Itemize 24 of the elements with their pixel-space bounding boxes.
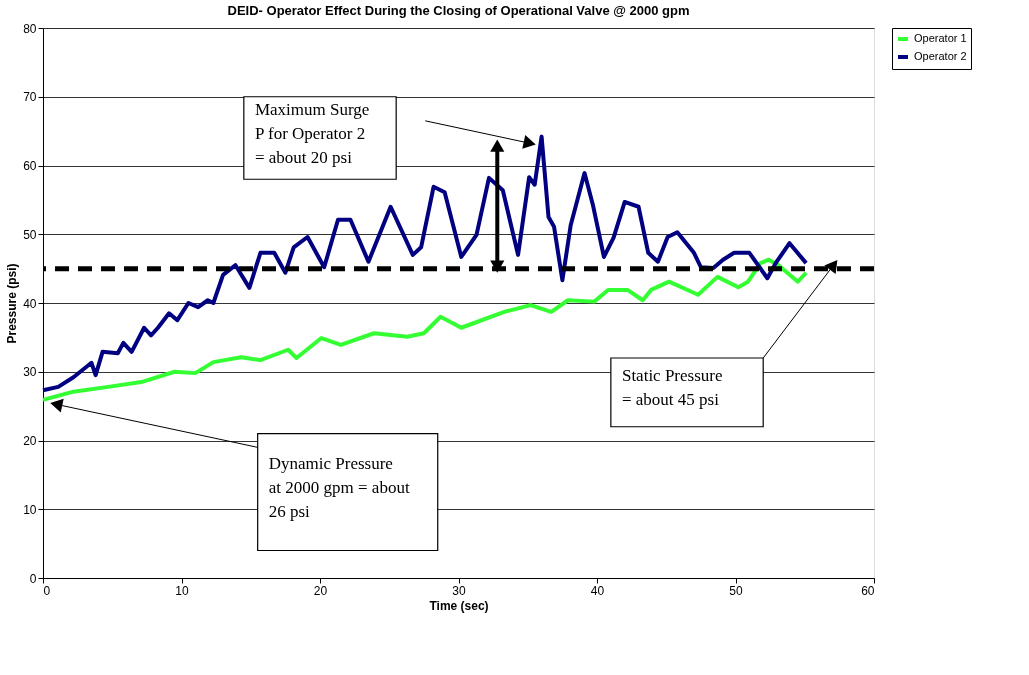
y-tick-label: 0 bbox=[29, 571, 37, 586]
annotation: Dynamic Pressure at 2000 gpm = about 26 psi bbox=[268, 453, 410, 521]
y-tick-label: 60 bbox=[23, 159, 37, 173]
annotation: Maximum Surge P for Operator 2 = about 20 psi bbox=[254, 99, 370, 167]
annotation: Static Pressure = about 45 psi bbox=[621, 366, 723, 410]
x-tick-label: 20 bbox=[313, 583, 328, 598]
y-axis-title: Pressure (psi) bbox=[5, 263, 20, 344]
y-tick-label: 10 bbox=[23, 502, 37, 517]
x-tick-label: 0 bbox=[43, 583, 51, 598]
y-tick-label: 20 bbox=[23, 434, 37, 448]
legend-label: Operator 2 bbox=[914, 50, 967, 62]
chart-title: DEID- Operator Effect During the Closing of Operational Valve @ 2000 gpm bbox=[227, 3, 690, 18]
y-tick-label: 70 bbox=[23, 90, 37, 105]
x-tick-label: 40 bbox=[590, 583, 605, 598]
y-tick-label: 30 bbox=[23, 365, 37, 380]
legend-label: Operator 1 bbox=[914, 32, 967, 44]
y-tick-label: 40 bbox=[23, 296, 37, 311]
x-tick-label: 10 bbox=[175, 583, 189, 598]
y-tick-label: 50 bbox=[23, 227, 37, 242]
x-tick-label: 30 bbox=[452, 583, 466, 598]
x-tick-label: 50 bbox=[729, 583, 743, 598]
x-tick-label: 60 bbox=[861, 583, 875, 598]
x-axis-title: Time (sec) bbox=[429, 598, 489, 613]
y-tick-label: 80 bbox=[23, 21, 37, 36]
